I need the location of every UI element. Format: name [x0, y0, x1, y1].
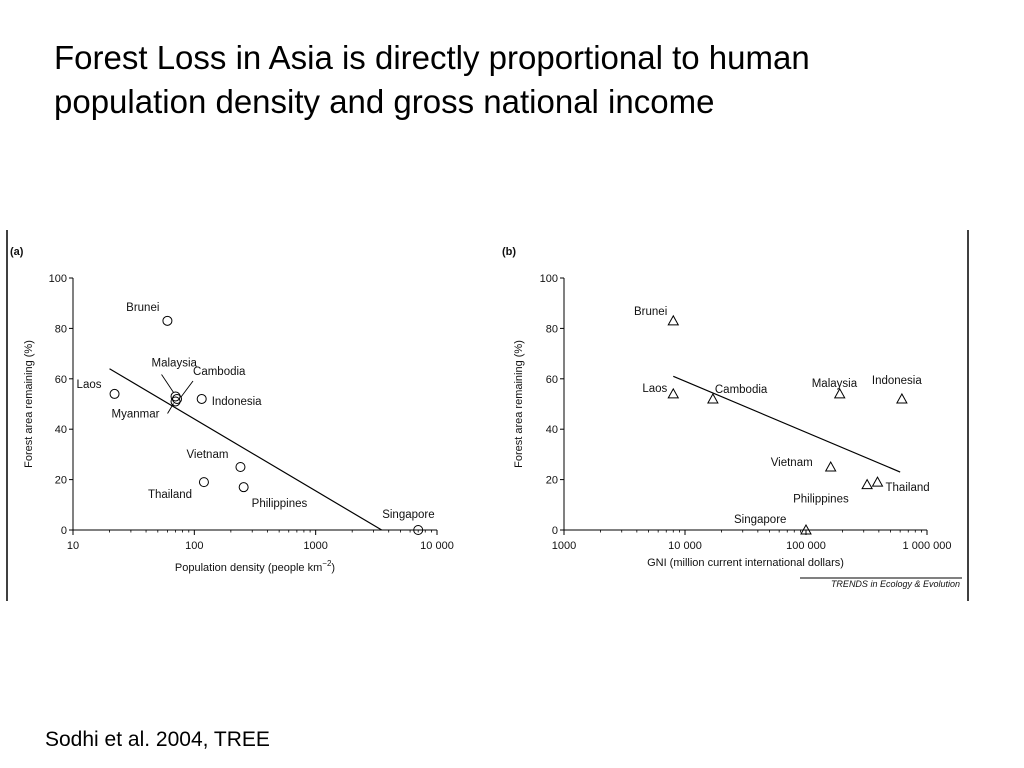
point-laos: [109, 388, 120, 399]
point-singapore: [800, 523, 812, 535]
point-philippines: [861, 478, 873, 490]
panel-label: (b): [502, 246, 516, 258]
point-label-philippines: Philippines: [793, 494, 849, 506]
point-cambodia: [707, 392, 719, 404]
point-indonesia: [896, 392, 908, 404]
x-axis-label: GNI (million current international dolla…: [647, 557, 844, 569]
point-label-indonesia: Indonesia: [212, 396, 262, 408]
point-label-vietnam: Vietnam: [771, 457, 813, 469]
point-brunei: [667, 314, 680, 326]
slide-title: Forest Loss in Asia is directly proporti…: [54, 36, 994, 124]
x-tick-label: 100: [185, 540, 203, 552]
panel-label: (a): [10, 246, 24, 258]
y-tick-label: 0: [61, 525, 67, 537]
leader-malaysia: [161, 374, 174, 393]
x-tick-label: 10 000: [420, 540, 454, 552]
point-label-thailand: Thailand: [886, 482, 930, 494]
point-label-singapore: Singapore: [734, 514, 786, 526]
y-tick-label: 0: [552, 525, 558, 537]
x-tick-label: 1000: [303, 540, 327, 552]
point-singapore: [413, 525, 424, 535]
y-tick-label: 20: [546, 475, 558, 487]
point-indonesia: [196, 393, 207, 404]
point-laos: [667, 387, 680, 399]
x-axis-label: Population density (people km−2): [175, 559, 335, 574]
y-tick-label: 60: [546, 374, 558, 386]
credit-text: TRENDS in Ecology & Evolution: [831, 579, 960, 589]
point-label-vietnam: Vietnam: [186, 449, 228, 461]
point-label-singapore: Singapore: [382, 509, 434, 521]
y-tick-label: 40: [55, 424, 67, 436]
point-label-cambodia: Cambodia: [193, 366, 246, 378]
point-label-laos: Laos: [77, 379, 102, 391]
point-label-cambodia: Cambodia: [715, 384, 768, 396]
point-philippines: [238, 482, 249, 493]
citation: Sodhi et al. 2004, TREE: [45, 728, 270, 751]
y-tick-label: 60: [55, 374, 67, 386]
point-vietnam: [824, 460, 837, 472]
leader-cambodia: [180, 380, 194, 398]
y-axis-label: Forest area remaining (%): [513, 340, 525, 468]
trend-line: [109, 368, 382, 531]
point-vietnam: [235, 462, 246, 472]
y-tick-label: 20: [55, 475, 67, 487]
y-tick-label: 100: [49, 273, 67, 285]
point-label-laos: Laos: [642, 383, 667, 395]
x-tick-label: 100 000: [786, 540, 826, 552]
panel-b: (b) 0 20 40 60 80 100 1000 10 000 100 000 1 000 00…: [502, 246, 951, 569]
point-label-malaysia: Malaysia: [812, 378, 858, 390]
x-tick-label: 10 000: [668, 540, 702, 552]
point-brunei: [162, 315, 173, 326]
point-label-malaysia: Malaysia: [152, 357, 198, 369]
point-malaysia: [833, 387, 846, 399]
leader-myanmar: [167, 403, 174, 414]
x-tick-label: 1000: [552, 540, 576, 552]
point-label-brunei: Brunei: [126, 302, 159, 314]
point-label-indonesia: Indonesia: [872, 375, 922, 387]
y-axis-label: Forest area remaining (%): [23, 340, 35, 468]
trend-line: [673, 375, 901, 473]
title-line-1: Forest Loss in Asia is directly proporti…: [54, 39, 810, 76]
point-myanmar: [170, 396, 181, 407]
figure: TRENDS in Ecology & Evolution (a) 0 20 40 60…: [6, 230, 969, 601]
x-tick-label: 10: [67, 540, 79, 552]
point-label-myanmar: Myanmar: [112, 408, 160, 420]
point-thailand: [871, 476, 884, 487]
y-tick-label: 80: [546, 323, 558, 335]
x-tick-label: 1 000 000: [903, 540, 952, 552]
y-tick-label: 80: [55, 323, 67, 335]
point-label-thailand: Thailand: [148, 489, 192, 501]
point-cambodia: [172, 393, 183, 404]
point-malaysia: [170, 391, 181, 402]
title-line-2: population density and gross national in…: [54, 83, 715, 120]
panel-a: (a) 0 20 40 60 80 100 10 100 1000 10 000 Forest are…: [10, 246, 454, 574]
point-label-brunei: Brunei: [634, 306, 667, 318]
y-tick-label: 100: [540, 273, 558, 285]
point-thailand: [198, 477, 209, 488]
point-label-philippines: Philippines: [252, 498, 308, 510]
y-tick-label: 40: [546, 424, 558, 436]
